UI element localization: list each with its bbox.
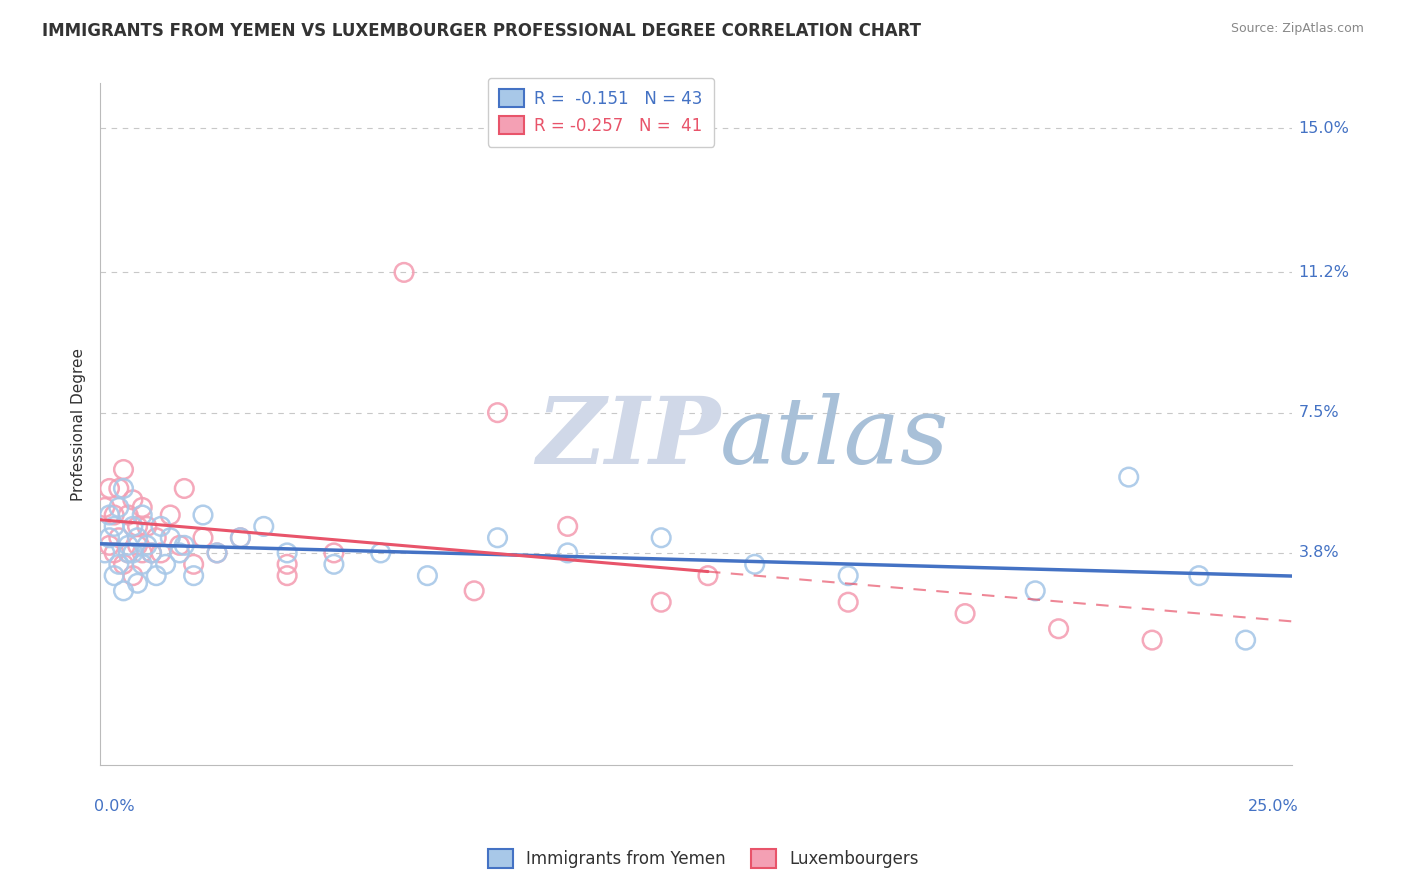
- Point: [173, 482, 195, 496]
- Point: [155, 558, 177, 572]
- Point: [744, 558, 766, 572]
- Point: [169, 538, 191, 552]
- Point: [149, 519, 172, 533]
- Point: [108, 558, 131, 572]
- Text: Source: ZipAtlas.com: Source: ZipAtlas.com: [1230, 22, 1364, 36]
- Point: [416, 568, 439, 582]
- Point: [1188, 568, 1211, 582]
- Point: [229, 531, 252, 545]
- Point: [370, 546, 392, 560]
- Point: [103, 519, 125, 533]
- Point: [145, 568, 167, 582]
- Point: [131, 558, 153, 572]
- Point: [117, 546, 139, 560]
- Point: [121, 519, 143, 533]
- Point: [159, 508, 181, 522]
- Text: 0.0%: 0.0%: [94, 799, 135, 814]
- Point: [276, 558, 298, 572]
- Point: [117, 508, 139, 522]
- Point: [103, 568, 125, 582]
- Point: [121, 546, 143, 560]
- Point: [557, 519, 579, 533]
- Point: [1024, 583, 1046, 598]
- Point: [98, 482, 121, 496]
- Point: [108, 500, 131, 515]
- Text: 3.8%: 3.8%: [1298, 545, 1339, 560]
- Point: [1140, 633, 1163, 648]
- Point: [183, 568, 205, 582]
- Point: [253, 519, 276, 533]
- Point: [650, 531, 672, 545]
- Point: [131, 508, 153, 522]
- Text: 15.0%: 15.0%: [1298, 120, 1350, 136]
- Point: [135, 538, 157, 552]
- Point: [98, 508, 121, 522]
- Point: [127, 519, 149, 533]
- Point: [103, 546, 125, 560]
- Point: [276, 568, 298, 582]
- Point: [94, 546, 117, 560]
- Text: atlas: atlas: [720, 392, 949, 483]
- Point: [205, 546, 228, 560]
- Point: [322, 546, 344, 560]
- Text: ZIP: ZIP: [536, 392, 720, 483]
- Point: [322, 558, 344, 572]
- Point: [486, 406, 509, 420]
- Point: [650, 595, 672, 609]
- Point: [121, 568, 143, 582]
- Point: [1234, 633, 1257, 648]
- Point: [117, 538, 139, 552]
- Legend: Immigrants from Yemen, Luxembourgers: Immigrants from Yemen, Luxembourgers: [481, 843, 925, 875]
- Point: [108, 531, 131, 545]
- Point: [117, 546, 139, 560]
- Point: [112, 583, 135, 598]
- Point: [191, 508, 214, 522]
- Point: [127, 576, 149, 591]
- Text: 7.5%: 7.5%: [1298, 405, 1339, 420]
- Point: [98, 538, 121, 552]
- Point: [557, 546, 579, 560]
- Point: [837, 568, 859, 582]
- Point: [697, 568, 720, 582]
- Point: [127, 538, 149, 552]
- Point: [205, 546, 228, 560]
- Text: 11.2%: 11.2%: [1298, 265, 1350, 280]
- Point: [463, 583, 485, 598]
- Text: 25.0%: 25.0%: [1247, 799, 1298, 814]
- Point: [103, 508, 125, 522]
- Point: [1118, 470, 1140, 484]
- Point: [953, 607, 976, 621]
- Point: [837, 595, 859, 609]
- Point: [276, 546, 298, 560]
- Point: [191, 531, 214, 545]
- Point: [392, 265, 415, 279]
- Point: [141, 546, 163, 560]
- Point: [173, 538, 195, 552]
- Point: [108, 482, 131, 496]
- Point: [229, 531, 252, 545]
- Point: [112, 482, 135, 496]
- Point: [98, 531, 121, 545]
- Point: [486, 531, 509, 545]
- Point: [131, 500, 153, 515]
- Text: IMMIGRANTS FROM YEMEN VS LUXEMBOURGER PROFESSIONAL DEGREE CORRELATION CHART: IMMIGRANTS FROM YEMEN VS LUXEMBOURGER PR…: [42, 22, 921, 40]
- Point: [183, 558, 205, 572]
- Point: [169, 546, 191, 560]
- Point: [135, 519, 157, 533]
- Point: [159, 531, 181, 545]
- Point: [131, 546, 153, 560]
- Point: [112, 462, 135, 476]
- Point: [141, 546, 163, 560]
- Point: [1047, 622, 1070, 636]
- Point: [127, 531, 149, 545]
- Point: [112, 558, 135, 572]
- Legend: R =  -0.151   N = 43, R = -0.257   N =  41: R = -0.151 N = 43, R = -0.257 N = 41: [488, 78, 714, 146]
- Point: [121, 492, 143, 507]
- Point: [94, 500, 117, 515]
- Y-axis label: Professional Degree: Professional Degree: [72, 348, 86, 500]
- Point: [145, 531, 167, 545]
- Point: [149, 546, 172, 560]
